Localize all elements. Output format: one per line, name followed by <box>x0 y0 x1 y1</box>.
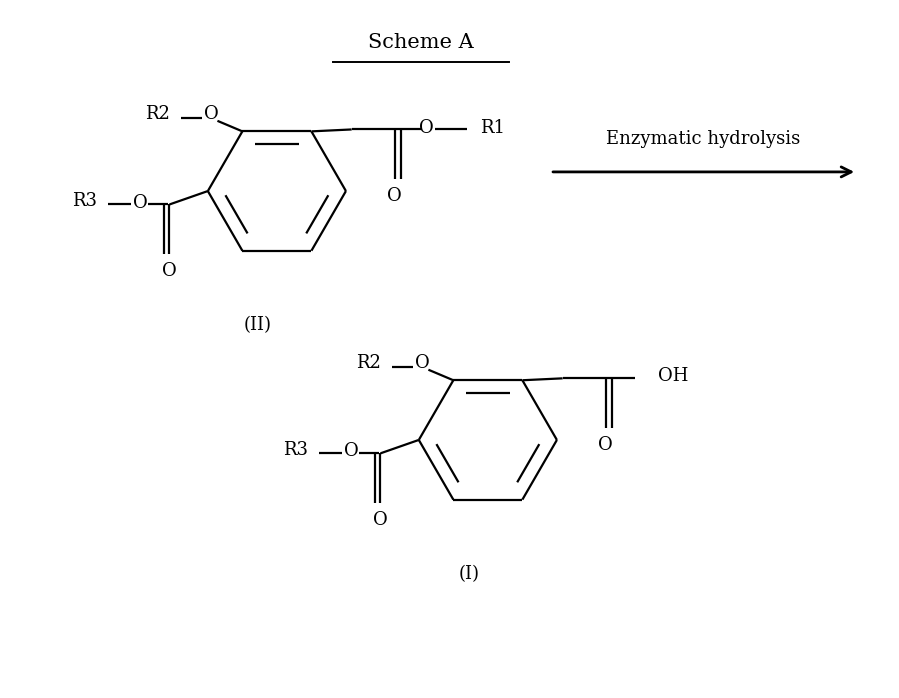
Text: OH: OH <box>657 367 688 385</box>
Text: O: O <box>162 262 177 281</box>
Text: (II): (II) <box>244 316 271 334</box>
Text: O: O <box>415 354 430 372</box>
Text: O: O <box>373 512 387 529</box>
Text: O: O <box>599 436 613 454</box>
Text: O: O <box>387 188 402 205</box>
Text: R2: R2 <box>145 105 170 123</box>
Text: (I): (I) <box>458 565 479 583</box>
Text: R3: R3 <box>282 440 307 459</box>
Text: O: O <box>419 119 434 137</box>
Text: O: O <box>344 443 359 461</box>
Text: O: O <box>133 193 148 211</box>
Text: O: O <box>204 105 219 123</box>
Text: R3: R3 <box>72 192 96 209</box>
Text: R1: R1 <box>480 119 505 137</box>
Text: Enzymatic hydrolysis: Enzymatic hydrolysis <box>607 130 801 148</box>
Text: Scheme A: Scheme A <box>368 34 474 52</box>
Text: R2: R2 <box>356 354 380 372</box>
